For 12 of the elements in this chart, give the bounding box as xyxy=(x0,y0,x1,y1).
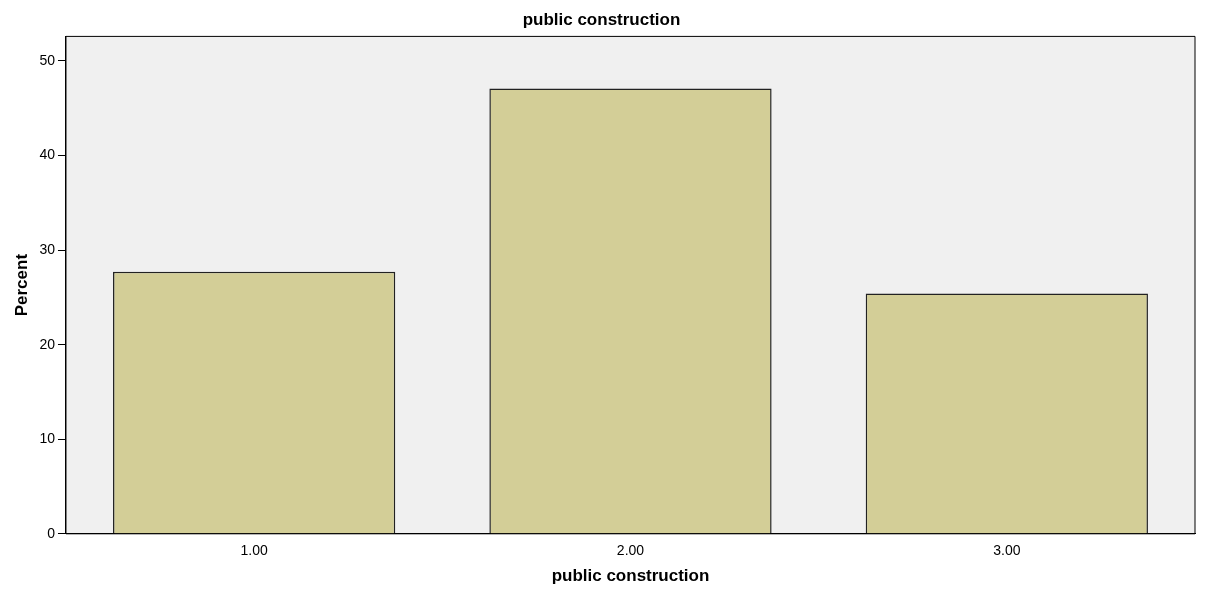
x-tick-label: 2.00 xyxy=(616,542,645,559)
y-tick-label: 40 xyxy=(39,146,56,163)
x-axis-title: public construction xyxy=(551,566,710,586)
y-tick-label: 50 xyxy=(39,51,56,68)
y-tick-label: 30 xyxy=(39,240,56,257)
y-tick-label: 20 xyxy=(39,335,56,352)
chart-title: public construction xyxy=(522,9,681,29)
x-tick-label: 3.00 xyxy=(993,542,1021,559)
x-tick-label: 1.00 xyxy=(240,542,268,559)
y-tick-label: 10 xyxy=(39,430,56,447)
y-axis-title: Percent xyxy=(11,253,31,317)
y-tick-label: 0 xyxy=(47,524,56,541)
